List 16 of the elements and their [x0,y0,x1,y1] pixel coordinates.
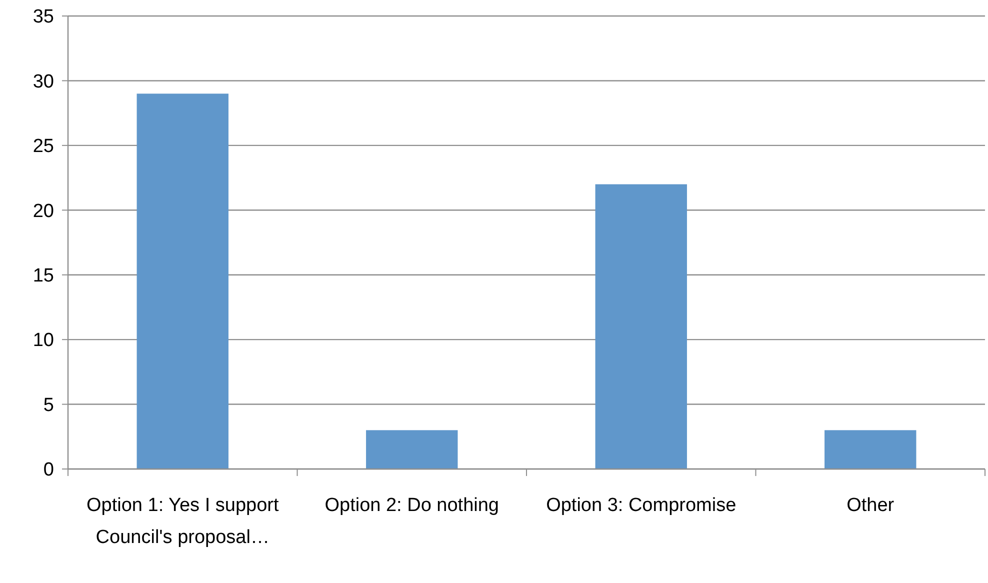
y-tick-label: 30 [32,71,54,92]
y-tick-label: 15 [32,266,54,287]
bar [595,184,687,469]
x-tick-label: Other [846,495,895,516]
x-tick-label: Option 3: Compromise [546,495,736,516]
bar [824,430,916,469]
x-tick-label: Option 2: Do nothing [324,495,500,516]
y-tick-label: 0 [43,460,54,481]
y-tick-label: 25 [32,136,54,158]
y-tick-label: 20 [32,200,54,222]
bar [366,430,458,469]
y-tick-label: 35 [32,6,54,28]
y-tick-label: 5 [43,394,54,416]
bar [136,94,228,469]
y-tick-label: 10 [32,330,54,352]
x-tick-label: Option 1: Yes I support Council's proposal… [86,495,280,548]
